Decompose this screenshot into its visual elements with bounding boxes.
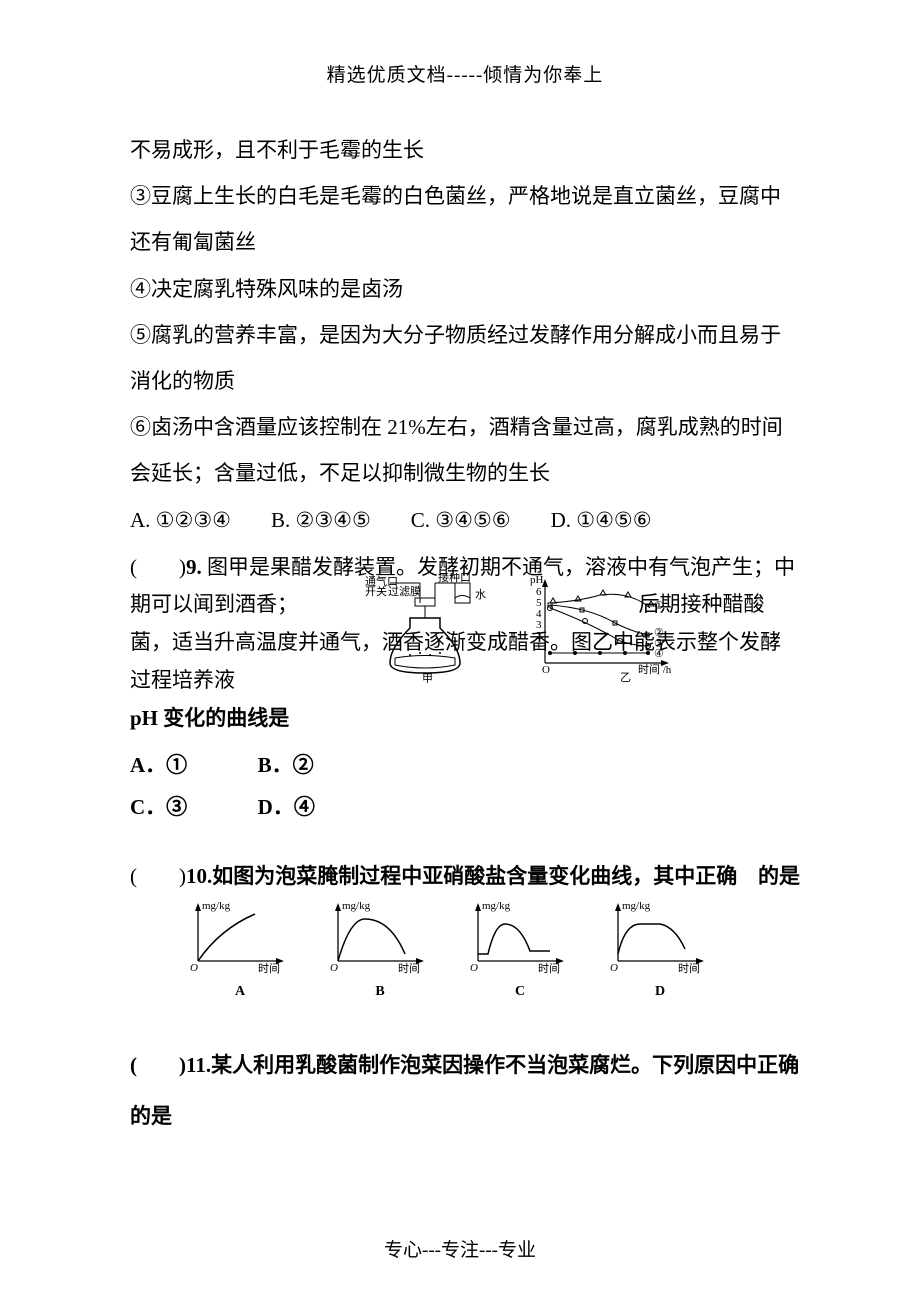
q9-opt-a: A．① [130,753,187,777]
axis-y-c: mg/kg [482,900,511,912]
label-yi: 乙 [620,671,631,683]
q8-options: A. ①②③④ B. ②③④⑤ C. ③④⑤⑥ D. ①④⑤⑥ [130,497,800,543]
q8-opt-c: C. ③④⑤⑥ [411,497,511,543]
q10-fig-d: mg/kg 时间 O D [600,899,720,1000]
q11-prefix: ( ) [130,1053,186,1077]
curve-4-label: ④ [654,648,664,660]
axis-x-a: 时间 [258,962,280,975]
axis-y-d: mg/kg [622,900,651,912]
q10-fig-c: mg/kg 时间 O C [460,899,580,1000]
axis-y-b: mg/kg [342,900,371,912]
q9-options: A．① B．② C．③ D．④ [130,744,800,828]
page-header: 精选优质文档-----倾情为你奉上 [130,60,800,87]
label-xaxis: 时间 /h [638,663,672,676]
q10-label-c: C [460,984,580,1000]
label-seed: 接种口 [438,573,471,584]
q10-label-b: B [320,984,440,1000]
q9-opt-b: B．② [258,753,314,777]
label-jia: 甲 [422,673,433,683]
svg-text:O: O [542,664,550,676]
question-10: ( )10.如图为泡菜腌制过程中亚硝酸盐含量变化曲线，其中正确 的是 mg/kg… [130,858,800,1001]
q11-text: 某人利用乳酸菌制作泡菜因操作不当泡菜腐烂。下列原因中正确的是 [130,1053,799,1127]
label-filter: 过滤膜 [388,585,421,598]
body-line-5: ⑥卤汤中含酒量应该控制在 21%左右，酒精含量过高，腐乳成熟的时间会延长；含量过… [130,404,800,496]
svg-text:O: O [470,962,478,974]
q11-num: 11. [186,1053,211,1077]
q9-opt-c: C．③ [130,795,187,819]
q8-opt-b: B. ②③④⑤ [271,497,371,543]
label-ph: pH [530,574,544,586]
q9-num: 9. [186,555,202,579]
q9-opt-d: D．④ [258,795,315,819]
label-water: 水 [475,588,486,601]
q10-tail: 的是 [758,858,800,896]
body-line-1: 不易成形，且不利于毛霉的生长 [130,127,800,173]
q10-fig-b: mg/kg 时间 O B [320,899,440,1000]
label-switch: 开关 [365,584,387,598]
svg-text:O: O [190,962,198,974]
q9-prefix: ( ) [130,555,186,579]
question-9: ( )9. 图甲是果醋发酵装置。发酵初期不通气，溶液中有气泡产生；中期可以闻到酒… [130,549,800,828]
page-footer: 专心---专注---专业 [0,1235,920,1262]
q8-opt-a: A. ①②③④ [130,497,231,543]
svg-text:O: O [330,962,338,974]
q9-figure: 通气口 开关 过滤膜 接种口 水 甲 pH 6 5 4 3 2 1 [360,573,680,683]
question-11: ( )11.某人利用乳酸菌制作泡菜因操作不当泡菜腐烂。下列原因中正确的是 [130,1040,800,1141]
axis-x-b: 时间 [398,962,420,975]
q10-figures: mg/kg 时间 O A mg/kg 时间 O B [180,899,800,1000]
ph-graph-icon: pH 6 5 4 3 2 1 ① ② ③ [520,573,680,683]
flask-diagram-icon: 通气口 开关 过滤膜 接种口 水 甲 [360,573,500,683]
body-line-3: ④决定腐乳特殊风味的是卤汤 [130,266,800,312]
q10-fig-a: mg/kg 时间 O A [180,899,300,1000]
curve-1-label: ① [654,600,664,612]
q9-tail: pH 变化的曲线是 [130,706,289,730]
q10-label-a: A [180,984,300,1000]
axis-x-c: 时间 [538,962,560,975]
svg-text:O: O [610,962,618,974]
q8-opt-d: D. ①④⑤⑥ [551,497,652,543]
q10-label-d: D [600,984,720,1000]
q10-num: 10. [186,864,212,888]
ytick-1: 1 [536,641,542,653]
axis-y-a: mg/kg [202,900,231,912]
body-line-2: ③豆腐上生长的白毛是毛霉的白色菌丝，严格地说是直立菌丝，豆腐中还有匍匐菌丝 [130,173,800,265]
body-line-4: ⑤腐乳的营养丰富，是因为大分子物质经过发酵作用分解成小而且易于消化的物质 [130,312,800,404]
axis-x-d: 时间 [678,962,700,975]
q10-text: 如图为泡菜腌制过程中亚硝酸盐含量变化曲线，其中正确 [212,864,737,888]
q10-prefix: ( ) [130,864,186,888]
